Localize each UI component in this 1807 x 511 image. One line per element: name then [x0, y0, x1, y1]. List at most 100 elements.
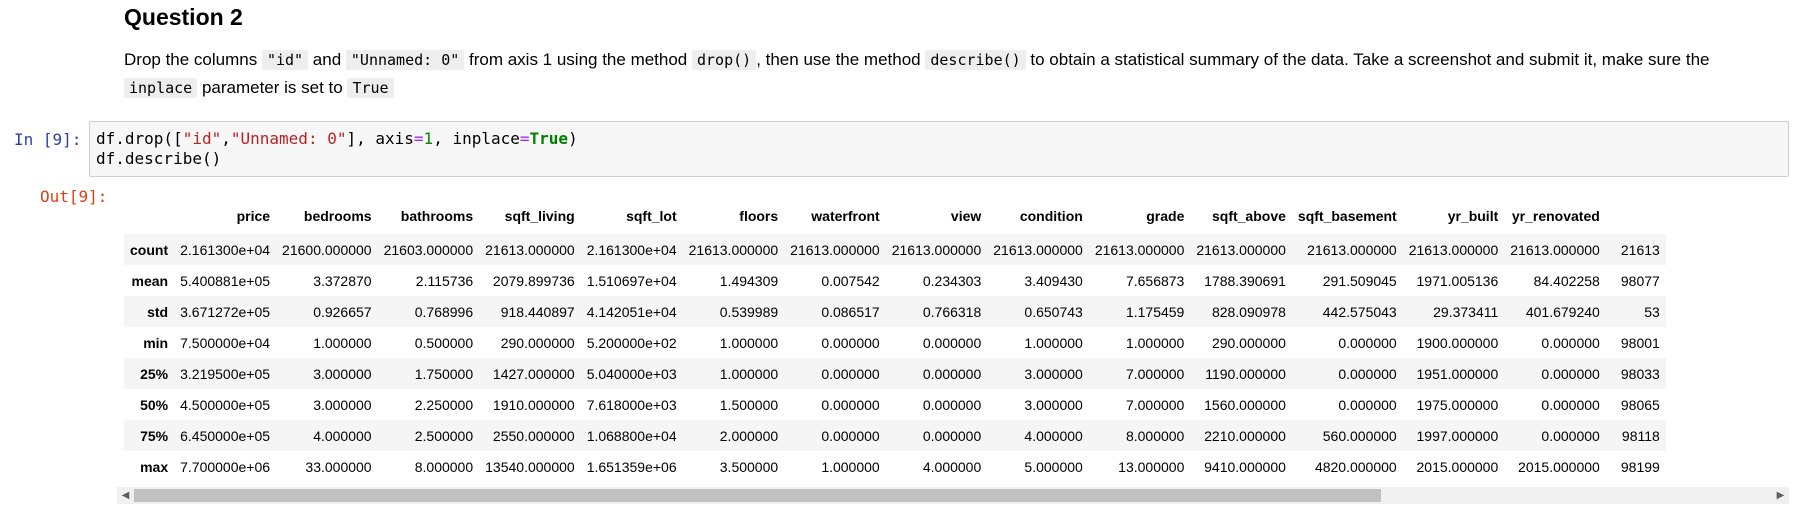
code-operator: =: [413, 129, 424, 148]
table-cell: 1.510697e+04: [586, 272, 677, 289]
question-text: Drop the columns "id" and "Unnamed: 0" f…: [124, 46, 1774, 102]
table-cell: 4.000000: [313, 427, 372, 444]
column-header: condition: [1019, 207, 1083, 224]
table-cell: 0.650743: [1024, 303, 1083, 320]
table-cell: 0.000000: [821, 365, 880, 382]
table-cell: 4.142051e+04: [586, 303, 677, 320]
table-cell: 7.500000e+04: [180, 334, 271, 351]
table-cell: 21613: [1620, 241, 1660, 258]
table-cell: 29.373411: [1433, 303, 1499, 320]
column-header: view: [950, 207, 982, 224]
code-text[interactable]: df.drop(["id","Unnamed: 0"], axis=1, inp…: [96, 129, 578, 169]
table-row: 25% 3.219500e+05 3.000000 1.750000 1427.0000…: [124, 358, 1666, 389]
output-prompt: Out[9]:: [40, 187, 108, 206]
table-cell: 8.000000: [1125, 427, 1185, 444]
column-header: bathrooms: [400, 207, 474, 224]
inline-code: "Unnamed: 0": [345, 50, 465, 70]
table-cell: 0.086517: [821, 303, 880, 320]
table-cell: 1.000000: [821, 458, 880, 475]
scrollbar-thumb[interactable]: [134, 489, 1381, 502]
table-cell: 5.040000e+03: [586, 365, 677, 382]
table-cell: 0.766318: [922, 303, 982, 320]
table-cell: 7.700000e+06: [180, 458, 271, 475]
column-header: sqft_living: [504, 207, 575, 224]
text-span: and: [308, 50, 346, 69]
code-keyword: True: [529, 129, 569, 148]
table-cell: 2550.000000: [492, 427, 575, 444]
table-cell: 6.450000e+05: [180, 427, 271, 444]
table-cell: 1900.000000: [1416, 334, 1499, 351]
column-header: floors: [739, 207, 779, 224]
table-cell: 21613.000000: [993, 241, 1083, 258]
table-cell: 98118: [1621, 427, 1660, 444]
table-cell: 0.000000: [1541, 396, 1600, 413]
table-row: std 3.671272e+05 0.926657 0.768996 918.44089…: [124, 296, 1666, 327]
table-cell: 0.000000: [922, 334, 982, 351]
table-cell: 0.926657: [313, 303, 372, 320]
table-cell: 21613.000000: [790, 241, 880, 258]
table-cell: 291.509045: [1322, 272, 1397, 289]
table-cell: 21603.000000: [383, 241, 474, 258]
table-cell: 1.500000: [719, 396, 779, 413]
table-cell: 21613.000000: [1094, 241, 1185, 258]
table-cell: 3.409430: [1024, 272, 1083, 289]
table-cell: 98065: [1620, 396, 1660, 413]
table-cell: 3.671272e+05: [180, 303, 271, 320]
text-span: Drop the columns: [124, 50, 262, 69]
table-cell: 1951.000000: [1416, 365, 1499, 382]
table-cell: 7.618000e+03: [586, 396, 677, 413]
table-cell: 290.000000: [1211, 334, 1286, 351]
inline-code: drop(): [692, 50, 757, 70]
column-header: grade: [1146, 207, 1185, 224]
table-cell: 5.000000: [1024, 458, 1083, 475]
index-header: [124, 197, 174, 234]
table-cell: 2.115736: [415, 272, 474, 289]
table-row: mean 5.400881e+05 3.372870 2.115736 2079.899…: [124, 265, 1666, 296]
table-cell: 442.575043: [1322, 303, 1397, 320]
table-cell: 1.000000: [1024, 334, 1083, 351]
scroll-right-icon[interactable]: ▶: [1776, 490, 1785, 501]
column-header: yr_built: [1447, 207, 1499, 224]
inline-code: inplace: [124, 78, 198, 98]
table-cell: 2210.000000: [1204, 427, 1286, 444]
column-header: sqft_above: [1211, 207, 1286, 224]
inline-code: True: [347, 78, 394, 98]
text-span: to obtain a statistical summary of the d…: [1025, 50, 1710, 69]
table-cell: 5.400881e+05: [180, 272, 271, 289]
text-span: parameter is set to: [197, 78, 348, 97]
table-cell: 21613.000000: [1307, 241, 1397, 258]
column-header: bedrooms: [303, 207, 372, 224]
table-cell: 3.000000: [1024, 365, 1083, 382]
table-cell: 98077: [1620, 272, 1660, 289]
column-header: price: [236, 207, 271, 224]
code-token: df.describe(): [96, 149, 222, 168]
question-heading: Question 2: [124, 4, 243, 30]
table-cell: 3.219500e+05: [180, 365, 271, 382]
table-cell: 21613.000000: [1408, 241, 1499, 258]
code-number: 1: [423, 129, 434, 148]
table-header-row: price bedrooms bathrooms sqft_living sqft_lo…: [124, 197, 1666, 234]
text-span: , then use the method: [756, 50, 926, 69]
horizontal-scrollbar[interactable]: ◀ ▶: [117, 487, 1789, 504]
row-label: 75%: [140, 427, 169, 444]
table-cell: 0.000000: [922, 396, 982, 413]
table-cell: 3.000000: [1024, 396, 1083, 413]
column-header: yr_renovated: [1511, 207, 1600, 224]
table-cell: 2.000000: [719, 427, 779, 444]
table-row: max 7.700000e+06 33.000000 8.000000 13540.00…: [124, 451, 1666, 482]
row-label: mean: [131, 272, 169, 289]
table-cell: 4.000000: [922, 458, 982, 475]
code-operator: =: [519, 129, 530, 148]
table-cell: 3.372870: [313, 272, 372, 289]
table-cell: 2079.899736: [492, 272, 575, 289]
table-cell: 0.000000: [922, 365, 982, 382]
scroll-left-icon[interactable]: ◀: [121, 490, 130, 501]
table-cell: 4.000000: [1024, 427, 1083, 444]
column-header: sqft_lot: [626, 207, 677, 224]
table-cell: 4.500000e+05: [180, 396, 271, 413]
code-token: ): [568, 129, 578, 148]
code-input-area[interactable]: df.drop(["id","Unnamed: 0"], axis=1, inp…: [89, 121, 1789, 177]
text-span: from axis 1 using the method: [464, 50, 692, 69]
table-cell: 1427.000000: [492, 365, 575, 382]
table-cell: 0.768996: [414, 303, 474, 320]
